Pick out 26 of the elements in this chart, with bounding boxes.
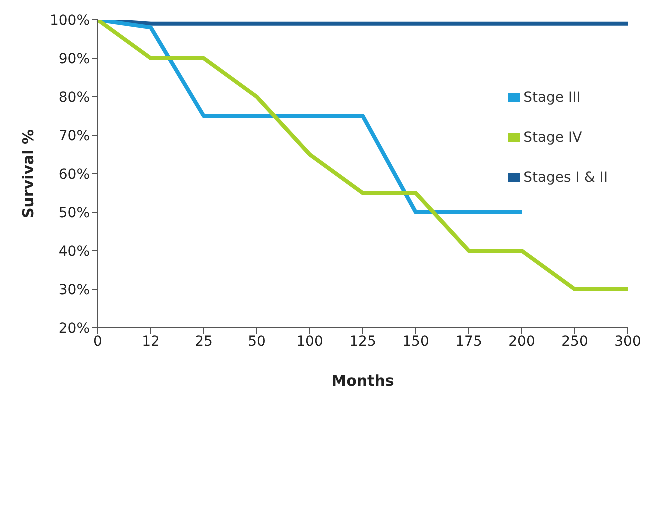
legend-label: Stage III	[524, 90, 581, 106]
line-series	[96, 20, 630, 292]
x-tick-label: 12	[142, 334, 160, 350]
x-tick-label: 125	[350, 334, 376, 350]
y-tick-label: 60%	[58, 166, 90, 183]
x-tick-label: 200	[508, 334, 536, 350]
legend-label: Stages I & II	[524, 170, 608, 186]
y-tick-label: 70%	[58, 128, 90, 144]
x-tick-label: 300	[614, 334, 642, 350]
x-tick-label: 100	[296, 334, 324, 350]
y-tick-label: 30%	[58, 282, 90, 298]
x-tick-label: 250	[562, 334, 588, 350]
y-tick-label: 100%	[50, 12, 90, 29]
y-tick-label: 40%	[58, 244, 90, 260]
x-tick-label: 150	[402, 334, 430, 350]
x-tick-label: 25	[195, 334, 213, 350]
y-tick-label: 20%	[58, 320, 90, 337]
y-tick-label: 80%	[58, 90, 90, 106]
y-axis-title: Survival %	[19, 129, 38, 219]
legend-label: Stage IV	[524, 130, 582, 146]
y-tick-label: 90%	[58, 51, 90, 68]
y-tick-label: 50%	[58, 205, 90, 222]
x-tick-label: 50	[248, 334, 266, 350]
x-tick-label: 0	[94, 334, 102, 350]
x-tick-label: 175	[456, 334, 482, 350]
x-axis-title: Months	[332, 372, 394, 390]
